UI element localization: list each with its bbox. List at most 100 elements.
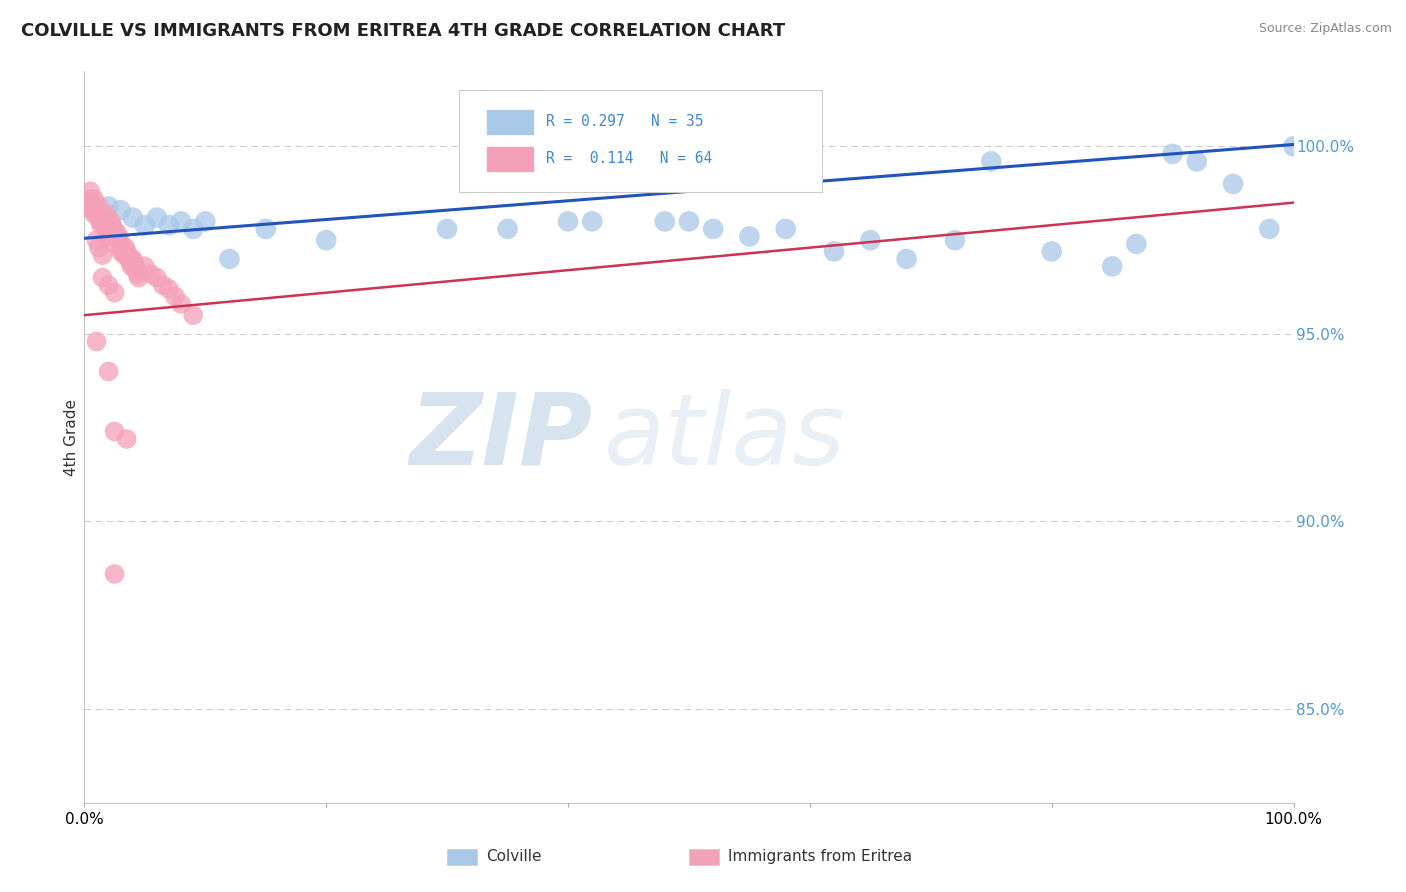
Point xyxy=(77,199,100,213)
Point xyxy=(94,207,117,221)
Point xyxy=(170,297,193,311)
Point xyxy=(146,211,169,225)
FancyBboxPatch shape xyxy=(486,146,534,171)
Point xyxy=(678,214,700,228)
Point xyxy=(170,214,193,228)
Text: Immigrants from Eritrea: Immigrants from Eritrea xyxy=(728,848,911,863)
Text: ZIP: ZIP xyxy=(409,389,592,485)
Point xyxy=(943,233,966,247)
Point xyxy=(94,222,117,236)
Text: Source: ZipAtlas.com: Source: ZipAtlas.com xyxy=(1258,22,1392,36)
Point xyxy=(157,282,180,296)
Point xyxy=(1258,222,1281,236)
Point xyxy=(738,229,761,244)
Point xyxy=(100,226,122,240)
Point xyxy=(97,229,120,244)
Point xyxy=(79,192,101,206)
Point xyxy=(89,214,111,228)
Point xyxy=(654,214,676,228)
Point xyxy=(101,218,124,232)
Point xyxy=(1040,244,1063,259)
Point xyxy=(315,233,337,247)
Point xyxy=(93,214,115,228)
Point xyxy=(79,185,101,199)
Text: COLVILLE VS IMMIGRANTS FROM ERITREA 4TH GRADE CORRELATION CHART: COLVILLE VS IMMIGRANTS FROM ERITREA 4TH … xyxy=(21,22,785,40)
Point xyxy=(103,222,125,236)
Point xyxy=(86,203,108,218)
Y-axis label: 4th Grade: 4th Grade xyxy=(63,399,79,475)
Point xyxy=(1161,147,1184,161)
Point xyxy=(105,226,128,240)
FancyBboxPatch shape xyxy=(689,849,720,865)
Point xyxy=(1185,154,1208,169)
FancyBboxPatch shape xyxy=(447,849,478,865)
Point xyxy=(91,248,114,262)
Point xyxy=(181,222,204,236)
Point xyxy=(98,222,121,236)
Point xyxy=(823,244,845,259)
Point xyxy=(90,218,112,232)
Point xyxy=(1101,260,1123,274)
Point xyxy=(110,203,132,218)
FancyBboxPatch shape xyxy=(460,90,823,192)
Point xyxy=(97,218,120,232)
Point xyxy=(218,252,240,266)
Point xyxy=(775,222,797,236)
Point xyxy=(121,252,143,266)
Point xyxy=(896,252,918,266)
Text: Colville: Colville xyxy=(486,848,541,863)
Point xyxy=(104,566,127,581)
Point xyxy=(96,214,118,228)
Point xyxy=(124,260,146,274)
Point xyxy=(152,278,174,293)
Point xyxy=(83,207,105,221)
FancyBboxPatch shape xyxy=(486,110,534,135)
Point xyxy=(104,226,127,240)
Point xyxy=(86,203,108,218)
Point xyxy=(139,267,162,281)
Point xyxy=(117,248,139,262)
Point xyxy=(112,244,135,259)
Point xyxy=(94,218,117,232)
Point xyxy=(111,241,134,255)
Point xyxy=(86,207,108,221)
Point xyxy=(496,222,519,236)
Point xyxy=(134,218,156,232)
Point xyxy=(128,270,150,285)
Point xyxy=(115,432,138,446)
Point xyxy=(125,263,148,277)
Point xyxy=(134,260,156,274)
Point xyxy=(114,241,136,255)
Point xyxy=(254,222,277,236)
Point xyxy=(122,255,145,269)
Point xyxy=(165,289,187,303)
Point xyxy=(127,267,149,281)
Point xyxy=(581,214,603,228)
Point xyxy=(112,248,135,262)
Point xyxy=(100,214,122,228)
Point xyxy=(83,192,105,206)
Point xyxy=(118,252,141,266)
Point xyxy=(1222,177,1244,191)
Point xyxy=(87,199,110,213)
Point xyxy=(181,308,204,322)
Point xyxy=(91,211,114,225)
Point xyxy=(104,285,127,300)
Point xyxy=(115,244,138,259)
Point xyxy=(104,229,127,244)
Point xyxy=(980,154,1002,169)
Point xyxy=(146,270,169,285)
Point xyxy=(110,244,132,259)
Point xyxy=(108,233,131,247)
Point xyxy=(557,214,579,228)
Point xyxy=(80,199,103,213)
Point xyxy=(1125,236,1147,251)
Point xyxy=(121,260,143,274)
Point xyxy=(110,236,132,251)
Point xyxy=(97,199,120,213)
Point xyxy=(121,211,143,225)
Point xyxy=(104,236,127,251)
Point xyxy=(859,233,882,247)
Point xyxy=(87,241,110,255)
Point xyxy=(194,214,217,228)
